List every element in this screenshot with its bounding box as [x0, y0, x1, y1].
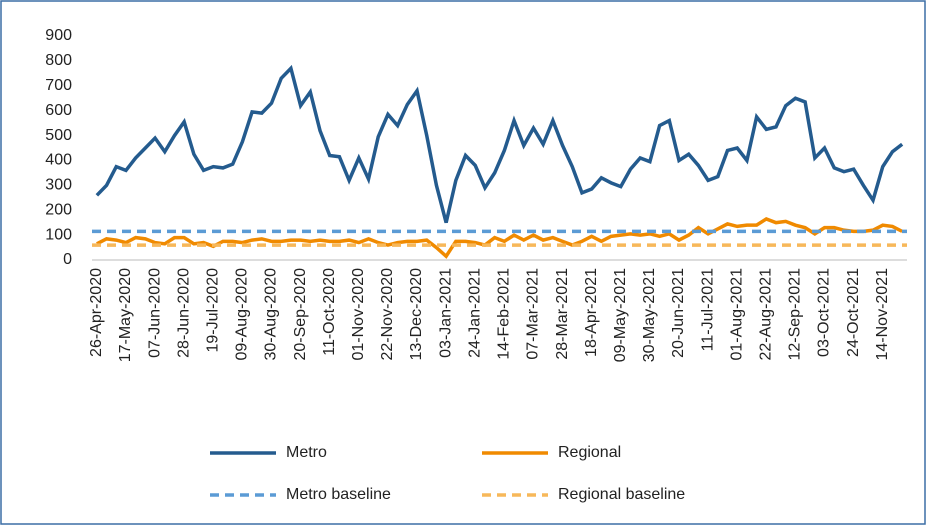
y-tick-label: 500: [45, 127, 72, 144]
y-tick-label: 600: [45, 102, 72, 119]
series-line: [96, 216, 903, 259]
x-tick-label: 14-Nov-2021: [874, 268, 891, 361]
x-tick-label: 11-Oct-2020: [321, 268, 338, 356]
x-tick-label: 17-May-2020: [117, 268, 134, 362]
legend-label: Metro baseline: [286, 486, 391, 503]
x-tick-label: 20-Jun-2021: [670, 268, 687, 358]
x-tick-label: 26-Apr-2020: [88, 268, 105, 357]
legend-label: Regional baseline: [558, 486, 685, 503]
y-tick-label: 0: [63, 251, 72, 268]
y-tick-label: 900: [45, 27, 72, 44]
legend-label: Metro: [286, 444, 327, 461]
y-tick-label: 100: [45, 226, 72, 243]
y-tick-label: 200: [45, 201, 72, 218]
x-tick-label: 11-Jul-2021: [699, 268, 716, 351]
x-tick-label: 30-May-2021: [641, 268, 658, 362]
x-tick-label: 03-Oct-2021: [816, 268, 833, 357]
x-tick-label: 28-Mar-2021: [554, 268, 571, 360]
x-tick-label: 14-Feb-2021: [496, 268, 513, 360]
x-tick-label: 28-Jun-2020: [175, 268, 192, 358]
y-tick-label: 800: [45, 52, 72, 69]
x-tick-label: 22-Aug-2021: [758, 268, 775, 361]
x-tick-label: 01-Aug-2021: [728, 268, 745, 361]
x-tick-label: 19-Jul-2020: [204, 268, 221, 353]
x-tick-label: 20-Sep-2020: [292, 268, 309, 361]
x-tick-label: 30-Aug-2020: [263, 268, 280, 361]
x-tick-label: 24-Oct-2021: [845, 268, 862, 357]
x-tick-label: 01-Nov-2020: [350, 268, 367, 361]
y-tick-label: 300: [45, 177, 72, 194]
x-tick-label: 18-Apr-2021: [583, 268, 600, 357]
x-tick-label: 24-Jan-2021: [466, 268, 483, 358]
y-tick-label: 400: [45, 152, 72, 169]
y-tick-label: 700: [45, 77, 72, 94]
x-tick-label: 03-Jan-2021: [437, 268, 454, 358]
series-line: [95, 64, 904, 224]
x-tick-label: 07-Mar-2021: [525, 268, 542, 360]
x-tick-label: 09-Aug-2020: [234, 268, 251, 361]
x-tick-label: 22-Nov-2020: [379, 268, 396, 361]
x-tick-label: 13-Dec-2020: [408, 268, 425, 361]
x-tick-label: 12-Sep-2021: [787, 268, 804, 361]
x-tick-label: 07-Jun-2020: [146, 268, 163, 358]
legend-label: Regional: [558, 444, 621, 461]
x-tick-label: 09-May-2021: [612, 268, 629, 362]
